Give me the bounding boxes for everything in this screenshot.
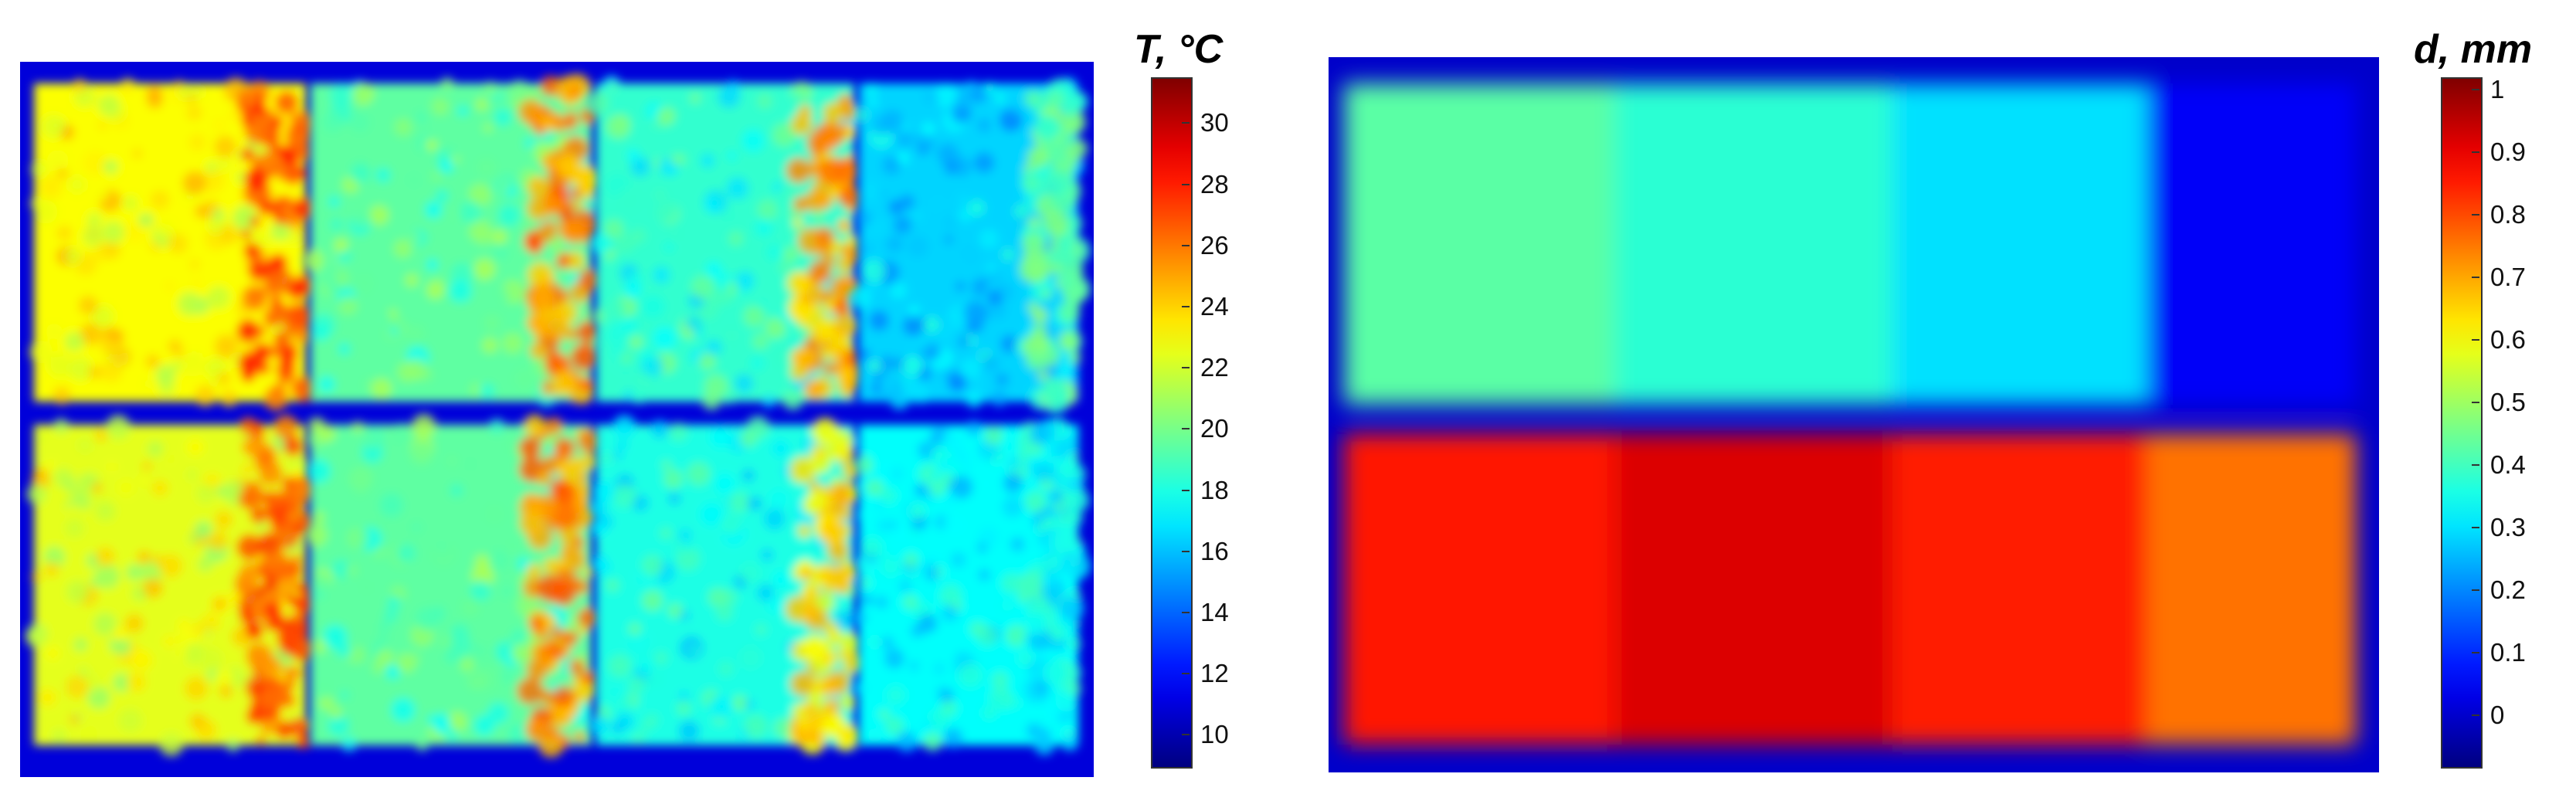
colorbar-tick-mark [2472, 652, 2479, 654]
colorbar-tick-mark [2472, 89, 2479, 91]
colorbar-tick-label: 0.4 [2490, 450, 2526, 480]
colorbar-tick-label: 18 [1200, 475, 1229, 504]
colorbar-tick-label: 10 [1200, 720, 1229, 749]
colorbar-tick-mark [2472, 714, 2479, 717]
colorbar-tick-mark [2472, 277, 2479, 279]
colorbar-tick-mark [2472, 151, 2479, 154]
heatmap-block-r2c3 [1892, 434, 2147, 745]
colorbar-tick-label: 26 [1200, 230, 1229, 260]
colorbar-tick-mark [1182, 428, 1190, 430]
heatmap-block-r1c2 [301, 73, 602, 407]
colorbar-tick-label: 0.9 [2490, 137, 2526, 167]
colorbar-tick-label: 0.8 [2490, 200, 2526, 229]
colorbar-tick-label: 0.6 [2490, 325, 2526, 355]
heatmap-block-r2c2 [1614, 434, 1892, 745]
colorbar-tick-label: 0.5 [2490, 388, 2526, 417]
colorbar-tick-mark [1182, 673, 1190, 675]
colorbar-tick-mark [2472, 589, 2479, 592]
displacement-heatmap [1329, 57, 2379, 772]
colorbar-tick-mark [1182, 367, 1190, 369]
heatmap-block-r1c2 [1614, 83, 1892, 405]
colorbar-tick-mark [1182, 244, 1190, 246]
heatmap-block-r2c4 [2147, 434, 2356, 745]
colorbar-tick-mark [2472, 402, 2479, 404]
colorbar-tick-mark [1182, 122, 1190, 124]
colorbar-tick-label: 0.3 [2490, 513, 2526, 542]
colorbar-tick-mark [2472, 527, 2479, 529]
colorbar-tick-label: 24 [1200, 292, 1229, 321]
colorbar-tick-label: 1 [2490, 75, 2505, 104]
colorbar-tick-mark [1182, 612, 1190, 613]
colorbar-tick-mark [1182, 734, 1190, 736]
colorbar-tick-mark [1182, 550, 1190, 552]
displacement-colorbar-title: d, mm [2414, 27, 2533, 72]
colorbar-tick-mark [2472, 339, 2479, 341]
colorbar-tick-label: 0.7 [2490, 263, 2526, 292]
colorbar-tick-label: 16 [1200, 536, 1229, 565]
colorbar-tick-mark [1182, 489, 1190, 491]
colorbar-tick-label: 22 [1200, 353, 1229, 382]
heatmap-block-r1c4 [848, 77, 1091, 415]
heatmap-block-r1c1 [29, 77, 317, 411]
colorbar-tick-label: 20 [1200, 414, 1229, 443]
colorbar-tick-label: 30 [1200, 108, 1229, 137]
colorbar-tick-mark [1182, 183, 1190, 185]
heatmap-block-r2c1 [25, 415, 316, 757]
colorbar-tick-mark [1182, 306, 1190, 307]
colorbar-tick-label: 28 [1200, 169, 1229, 199]
temperature-heatmap [20, 62, 1094, 777]
colorbar-tick-label: 0.2 [2490, 575, 2526, 605]
heatmap-block-r2c4 [851, 417, 1091, 756]
heatmap-block-r1c1 [1344, 83, 1614, 405]
colorbar-tick-mark [2472, 214, 2479, 216]
heatmap-block-r2c1 [1344, 434, 1614, 745]
colorbar-tick-label: 12 [1200, 659, 1229, 688]
heatmap-block-r1c3 [585, 75, 864, 411]
colorbar-tick-label: 14 [1200, 598, 1229, 626]
temperature-colorbar [1151, 77, 1193, 769]
displacement-colorbar [2441, 77, 2483, 769]
heatmap-block-r1c3 [1892, 83, 2147, 405]
temperature-colorbar-title: T, °C [1134, 27, 1224, 72]
colorbar-tick-label: 0.1 [2490, 638, 2526, 667]
heatmap-block-r1c4 [2147, 83, 2356, 405]
heatmap-block-r2c2 [304, 413, 603, 758]
colorbar-tick-label: 0 [2490, 701, 2505, 730]
colorbar-tick-mark [2472, 464, 2479, 467]
heatmap-block-r2c3 [588, 415, 866, 755]
